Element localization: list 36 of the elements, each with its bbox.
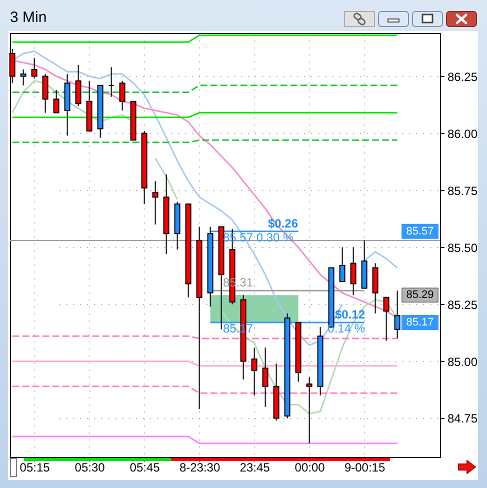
candlestick [75,64,82,106]
candlestick [350,246,356,296]
candlestick [394,290,400,339]
candlestick [251,347,258,396]
y-tick-label: 85.25 [448,298,478,312]
y-tick-label: 85.50 [448,240,478,255]
x-tick-label: 00:00 [294,460,326,474]
annotation: $0.12 [334,308,366,322]
annotation: 85.57 [406,225,434,238]
candlestick [339,246,346,282]
annotation: $0.26 [268,216,298,230]
candlestick [108,66,114,98]
annotation: 0.14 % [328,322,366,336]
candlestick [20,68,26,86]
x-tick-label: 9-00:15 [344,460,386,474]
x-tick-label: 8-23:30 [179,460,220,474]
candlestick [53,89,60,114]
y-tick-label: 84.75 [448,412,478,426]
x-tick-label: 05:30 [74,460,106,474]
candlestick [306,376,312,444]
candlestick [119,80,126,112]
candlestick [42,74,48,114]
x-tick-label: 23:45 [240,460,270,474]
candlestick [383,296,390,342]
x-tick-label: 05:45 [130,460,160,474]
x-tick-label: 05:15 [20,460,50,474]
y-tick-label: 85.00 [448,354,478,369]
candlestick [262,347,268,408]
candlestick [31,58,38,80]
annotation: 85.29 [406,289,434,302]
annotation: 85.17 [406,316,434,329]
candlestick [152,180,158,225]
chart-title: 3 Min [10,9,47,26]
y-tick-label: 86.00 [448,126,478,141]
y-tick-label: 85.75 [448,184,478,198]
y-tick-label: 86.25 [448,70,478,84]
